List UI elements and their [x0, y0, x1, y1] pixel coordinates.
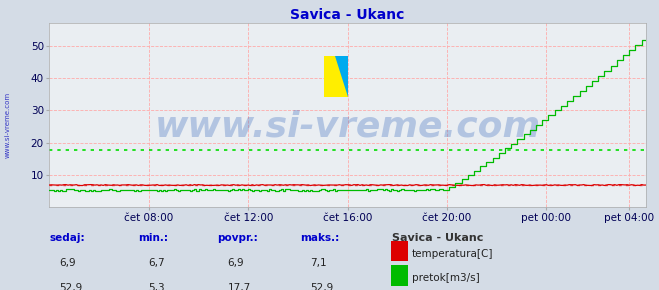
Title: Savica - Ukanc: Savica - Ukanc [291, 8, 405, 22]
Text: 7,1: 7,1 [310, 258, 326, 268]
Polygon shape [335, 56, 348, 97]
Text: 5,3: 5,3 [148, 283, 165, 290]
Text: 52,9: 52,9 [59, 283, 82, 290]
Text: 6,9: 6,9 [227, 258, 244, 268]
Text: sedaj:: sedaj: [49, 233, 85, 243]
Text: min.:: min.: [138, 233, 169, 243]
Bar [324, 56, 348, 97]
Text: Savica - Ukanc: Savica - Ukanc [392, 233, 484, 243]
Text: maks.:: maks.: [300, 233, 339, 243]
Text: pretok[m3/s]: pretok[m3/s] [412, 273, 480, 283]
Text: povpr.:: povpr.: [217, 233, 258, 243]
Text: 6,7: 6,7 [148, 258, 165, 268]
Text: www.si-vreme.com: www.si-vreme.com [5, 92, 11, 158]
Text: 6,9: 6,9 [59, 258, 76, 268]
Text: www.si-vreme.com: www.si-vreme.com [155, 109, 540, 143]
Text: temperatura[C]: temperatura[C] [412, 249, 494, 259]
Text: 52,9: 52,9 [310, 283, 333, 290]
Text: 17,7: 17,7 [227, 283, 250, 290]
